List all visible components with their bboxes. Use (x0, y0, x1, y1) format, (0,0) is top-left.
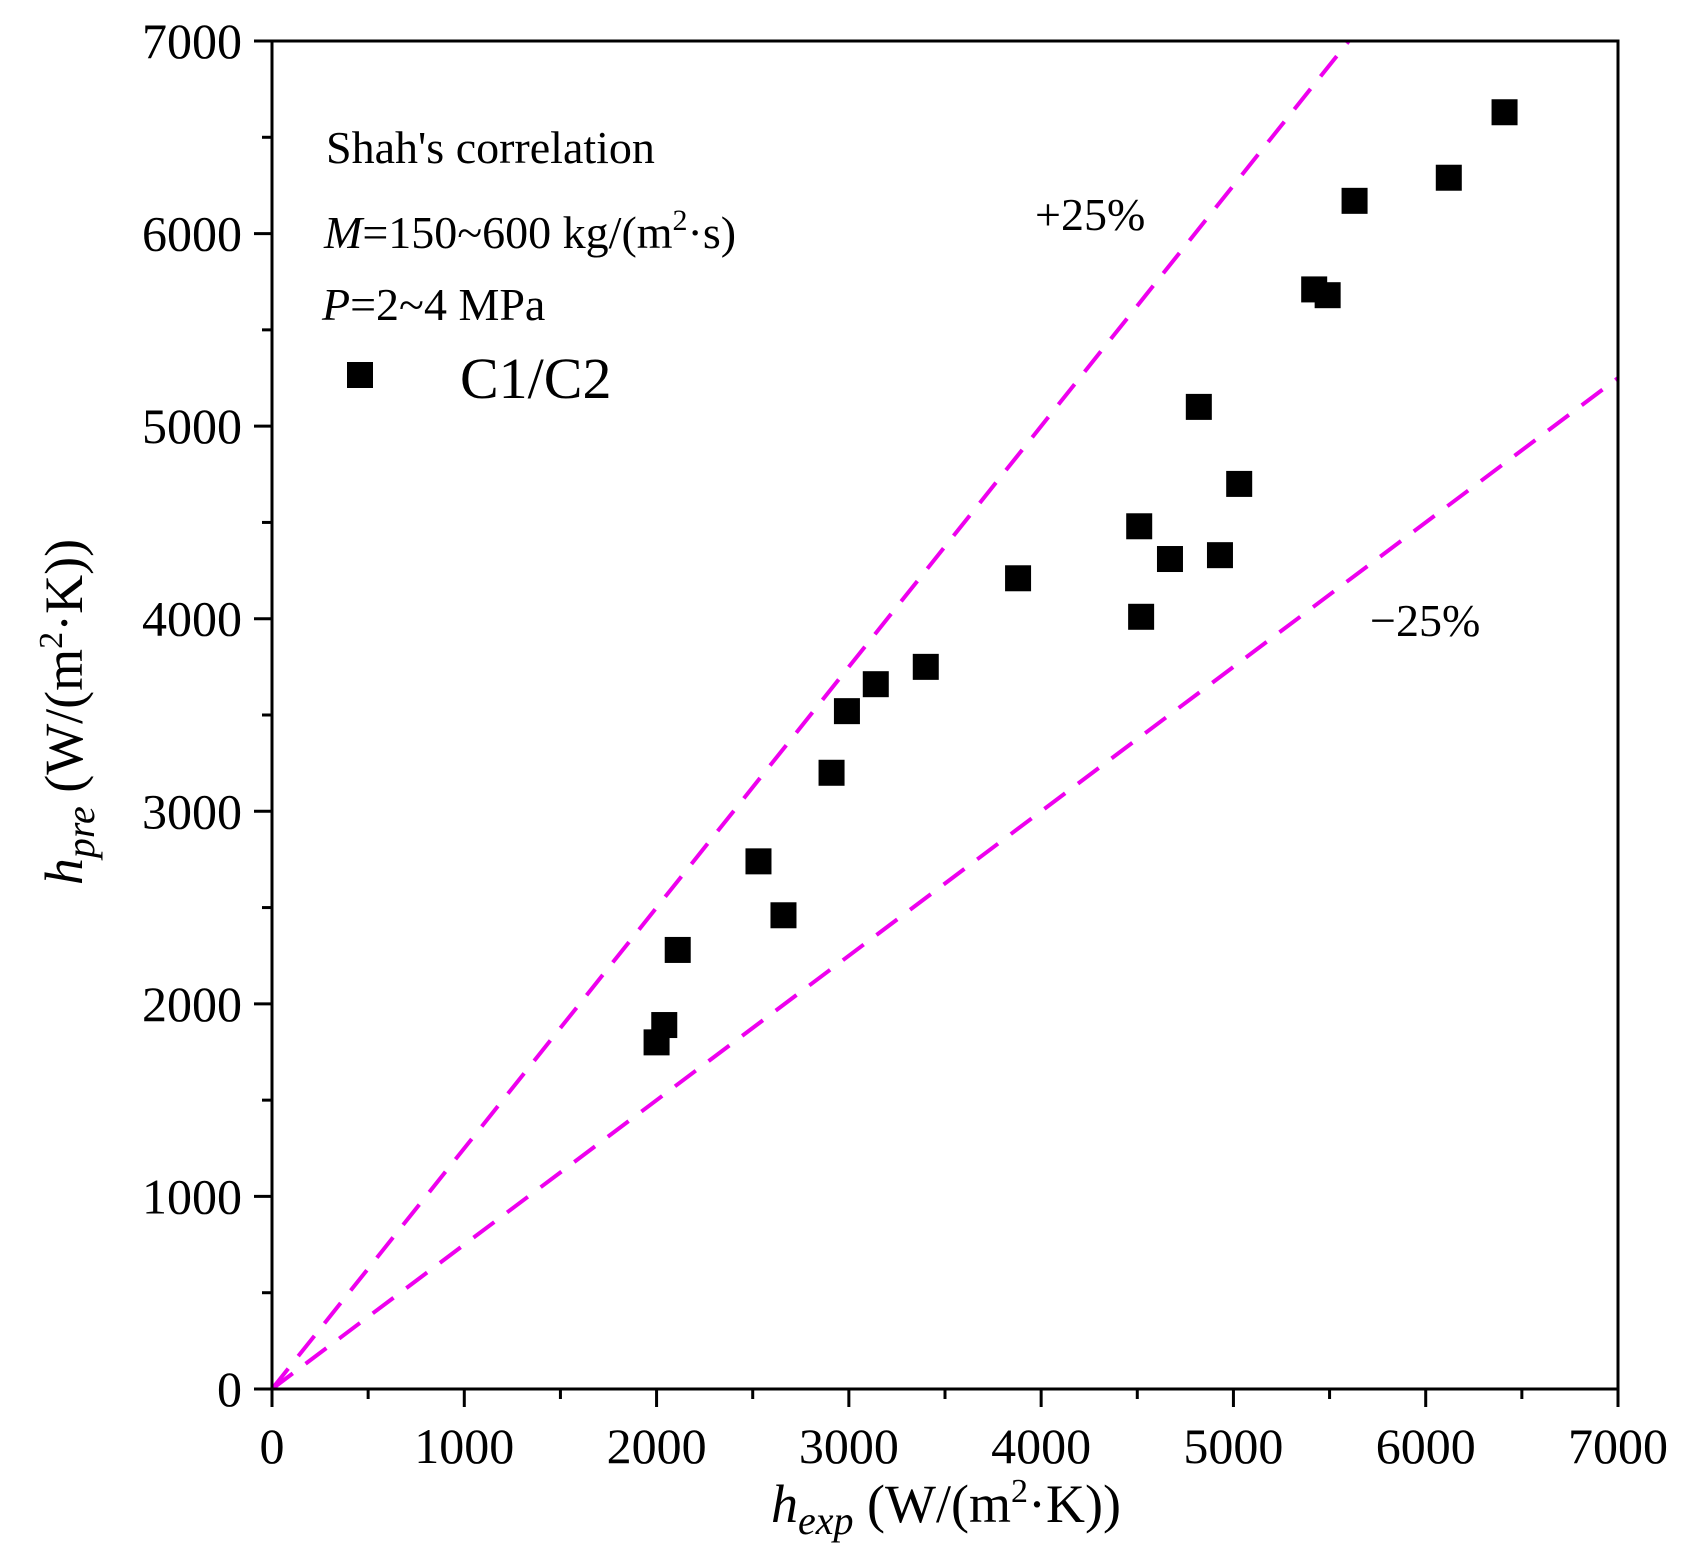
y-tick-label: 0 (217, 1361, 242, 1417)
pressure-label: P=2~4 MPa (321, 279, 545, 330)
data-point (1156, 546, 1183, 573)
y-tick-label: 5000 (142, 398, 242, 454)
x-tick-label: 3000 (799, 1418, 899, 1474)
data-points (643, 99, 1518, 1056)
data-point (745, 848, 772, 875)
data-point (1185, 393, 1212, 420)
x-tick-label: 4000 (991, 1418, 1091, 1474)
data-point (1341, 187, 1368, 214)
y-tick-label: 1000 (142, 1168, 242, 1224)
minus-25-line (270, 376, 1620, 1391)
x-tick-label: 0 (260, 1418, 285, 1474)
x-tick-label: 1000 (414, 1418, 514, 1474)
minus-band-label: −25% (1370, 595, 1480, 646)
data-point (1435, 164, 1462, 191)
x-tick-label: 2000 (607, 1418, 707, 1474)
data-point (1126, 513, 1153, 540)
data-point (1314, 282, 1341, 309)
axis-ticks (254, 39, 1620, 1407)
data-point (833, 698, 860, 725)
band-lines (270, 39, 1620, 1391)
y-tick-labels: 0 1000 2000 3000 4000 5000 6000 7000 (142, 13, 242, 1417)
data-point (770, 902, 797, 929)
data-point (1128, 603, 1155, 630)
plus-25-line (270, 39, 1351, 1391)
y-axis-title: hpre (W/(m2·K)) (33, 539, 103, 885)
data-point (912, 653, 939, 680)
data-point (1005, 565, 1032, 592)
data-point (1491, 99, 1518, 126)
data-point (1206, 542, 1233, 569)
data-point (818, 759, 845, 786)
mass-flux-label: M=150~600 kg/(m2·s) (323, 204, 736, 258)
correlation-label: Shah's correlation (326, 122, 655, 173)
x-axis-title: hexp (W/(m2·K)) (771, 1473, 1121, 1543)
legend-marker (347, 362, 373, 388)
data-point (664, 936, 691, 963)
legend-label: C1/C2 (460, 346, 612, 411)
y-tick-label: 2000 (142, 976, 242, 1032)
y-tick-label: 3000 (142, 783, 242, 839)
y-tick-label: 7000 (142, 13, 242, 69)
x-tick-label: 5000 (1183, 1418, 1283, 1474)
x-tick-label: 7000 (1568, 1418, 1668, 1474)
data-point (1226, 470, 1253, 497)
x-tick-label: 6000 (1376, 1418, 1476, 1474)
plus-band-label: +25% (1035, 189, 1145, 240)
x-tick-labels: 0 1000 2000 3000 4000 5000 6000 7000 (260, 1418, 1669, 1474)
data-point (862, 671, 889, 698)
data-point (651, 1012, 678, 1039)
y-tick-label: 6000 (142, 206, 242, 262)
y-tick-label: 4000 (142, 591, 242, 647)
